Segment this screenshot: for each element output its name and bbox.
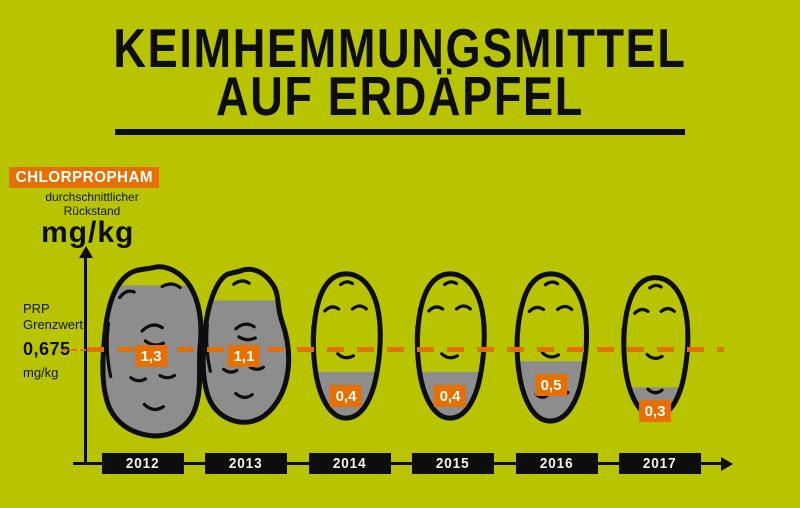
- potato-outline-2015: [417, 274, 484, 418]
- potato-detail-mark: [224, 369, 237, 372]
- value-chip-2013: 1,1: [228, 345, 260, 367]
- potato-outline-2016: [517, 274, 586, 421]
- potato-detail-mark: [442, 354, 458, 358]
- potato-outline-2014: [313, 274, 380, 418]
- year-label-2017: 2017: [619, 453, 701, 474]
- threshold-unit: mg/kg: [23, 365, 59, 380]
- y-axis-line: [84, 257, 87, 464]
- potato-detail-mark: [529, 307, 543, 311]
- year-label-text: 2012: [125, 455, 160, 472]
- value-chip-2014: 0,4: [330, 385, 362, 407]
- potato-detail-mark: [647, 355, 662, 359]
- potato-detail-mark: [234, 281, 249, 284]
- y-axis-unit-label: mg/kg: [41, 216, 135, 249]
- potato-2013: [193, 264, 295, 426]
- page-title-line1: KEIMHEMMUNGSMITTEL: [113, 17, 687, 79]
- potato-detail-mark: [120, 291, 135, 297]
- year-label-text: 2014: [332, 455, 367, 472]
- axis-arrow-up-icon: [78, 246, 93, 258]
- threshold-label-line2: Grenzwert: [23, 317, 83, 332]
- potato-detail-mark: [648, 389, 662, 393]
- potato-detail-mark: [340, 282, 352, 285]
- threshold-label: PRP Grenzwert: [23, 301, 83, 333]
- threshold-label-line1: PRP: [23, 301, 50, 316]
- title-block: KEIMHEMMUNGSMITTEL AUF ERDÄPFEL: [0, 17, 800, 135]
- year-label-2016: 2016: [515, 453, 598, 474]
- legend-description: durchschnittlicher Rückstand: [12, 190, 172, 218]
- potato-detail-mark: [142, 325, 162, 331]
- year-label-2013: 2013: [205, 453, 287, 474]
- potato-detail-mark: [239, 337, 255, 340]
- year-label-2014: 2014: [308, 453, 391, 474]
- year-label-2015: 2015: [412, 453, 494, 474]
- year-label-text: 2016: [539, 455, 574, 472]
- legend-description-line1: durchschnittlicher: [45, 190, 139, 204]
- potato-outline-2012: [103, 267, 201, 436]
- potato-detail-mark: [661, 309, 674, 312]
- potato-detail-mark: [545, 282, 557, 285]
- potato-detail-mark: [160, 375, 175, 377]
- potato-detail-mark: [236, 394, 252, 398]
- x-axis-line: [73, 462, 723, 465]
- potato-detail-mark: [338, 354, 354, 358]
- potato-detail-mark: [635, 309, 648, 313]
- value-chip-2012: 1,3: [135, 345, 167, 367]
- year-label-text: 2015: [436, 455, 470, 472]
- year-label-text: 2017: [643, 455, 677, 472]
- potato-detail-mark: [144, 404, 163, 409]
- potato-outline-2013: [203, 269, 288, 422]
- potato-detail-mark: [456, 306, 470, 309]
- value-chip-2016: 0,5: [535, 374, 567, 396]
- potato-detail-mark: [429, 307, 443, 311]
- substance-badge: CHLORPROPHAM: [9, 167, 159, 188]
- legend-description-line2: Rückstand: [63, 203, 121, 218]
- potato-detail-mark: [131, 378, 146, 381]
- axis-arrow-right-icon: [721, 456, 733, 471]
- page-title-line2: AUF ERDÄPFEL: [216, 65, 584, 127]
- threshold-value: 0,675: [23, 339, 71, 359]
- year-label-text: 2013: [229, 455, 263, 472]
- potato-detail-mark: [650, 285, 661, 288]
- value-chip-2015: 0,4: [434, 385, 466, 407]
- threshold-dashed-line: [87, 347, 724, 352]
- potato-detail-mark: [250, 367, 263, 369]
- substance-label: CHLORPROPHAM: [15, 168, 153, 186]
- year-label-2012: 2012: [101, 453, 184, 474]
- threshold-connector-dashes: [62, 349, 86, 351]
- potato-2015: [404, 268, 496, 424]
- value-chip-2017: 0,3: [639, 400, 671, 422]
- potato-detail-mark: [325, 307, 339, 311]
- potato-detail-mark: [444, 282, 456, 285]
- potato-detail-mark: [162, 284, 180, 288]
- potato-detail-mark: [543, 353, 559, 357]
- potato-detail-mark: [236, 324, 254, 329]
- potato-detail-mark: [352, 306, 366, 309]
- title-underline: [115, 129, 685, 135]
- potato-detail-mark: [558, 307, 572, 310]
- potato-detail-mark: [145, 341, 163, 345]
